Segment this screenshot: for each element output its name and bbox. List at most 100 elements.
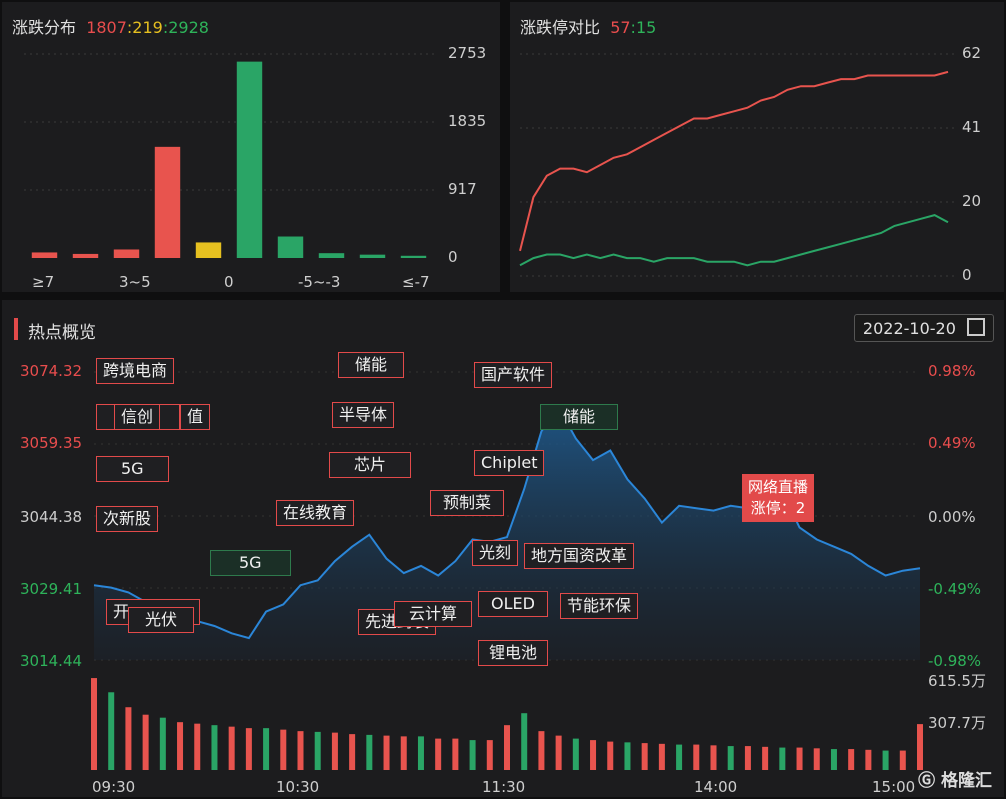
volume-bar <box>125 707 132 770</box>
y-right-tick: -0.98% <box>928 652 982 670</box>
hot-tag[interactable]: OLED <box>478 591 548 617</box>
y-tick: 0 <box>962 266 972 284</box>
limit-panel: 涨跌停对比 57:15 62 41 20 0 <box>510 2 1004 292</box>
volume-bar <box>194 723 201 770</box>
volume-bar <box>452 738 459 770</box>
hot-tag[interactable]: 次新股 <box>96 506 159 532</box>
series-line <box>519 214 949 267</box>
bar <box>277 236 304 258</box>
volume-bar <box>848 749 855 770</box>
flat-count: 219 <box>132 18 163 37</box>
volume-bar <box>538 731 545 770</box>
volume-bar <box>572 738 579 770</box>
bar <box>31 252 58 258</box>
volume-bar <box>504 725 510 770</box>
hot-tag[interactable]: 地方国资改革 <box>524 543 635 569</box>
volume-bar <box>590 740 597 770</box>
limit-title: 涨跌停对比 57:15 <box>520 18 657 37</box>
y-tick: 62 <box>962 44 982 62</box>
price-area <box>94 407 920 660</box>
volume-bar <box>710 745 717 770</box>
hot-tag[interactable]: 锂电池 <box>478 640 549 666</box>
volume-bar <box>676 744 683 770</box>
volume-bar <box>762 746 769 770</box>
bar <box>400 255 427 258</box>
x-tick: 14:00 <box>694 778 738 796</box>
x-tick: -5~-3 <box>298 273 341 291</box>
hot-tag[interactable]: 芯片 <box>329 452 412 478</box>
volume-tick: 615.5万 <box>928 672 986 690</box>
y-tick: 2753 <box>448 44 487 62</box>
volume-bar <box>383 735 390 770</box>
volume-bar <box>435 738 442 770</box>
volume-bar <box>280 729 287 770</box>
x-tick: ≥7 <box>32 273 55 291</box>
distribution-title: 涨跌分布 1807:219:2928 <box>12 18 209 37</box>
volume-bar <box>830 749 837 770</box>
y-tick: 41 <box>962 118 982 136</box>
x-tick: ≤-7 <box>402 273 430 291</box>
volume-bar <box>865 749 872 770</box>
hot-tag[interactable]: 在线教育 <box>276 500 355 526</box>
volume-bar <box>469 740 476 770</box>
logo-icon: Ⓖ <box>918 771 936 791</box>
hot-tag[interactable]: 国产软件 <box>474 362 553 388</box>
x-tick: 0 <box>224 273 234 291</box>
volume-bar <box>796 747 803 770</box>
volume-bar <box>159 717 166 770</box>
volume-bar <box>245 728 252 770</box>
hot-tag[interactable]: 储能 <box>540 404 619 430</box>
limit-line-chart <box>519 53 956 277</box>
hot-panel: 热点概览 2022-10-20 3074.32 3059.35 3044.38 … <box>2 300 1004 797</box>
hot-tag[interactable]: 5G <box>210 550 291 576</box>
hot-tag[interactable]: 半导体 <box>332 402 395 428</box>
volume-bar <box>228 726 235 770</box>
hot-tag[interactable]: 跨境电商 <box>96 358 175 384</box>
volume-bar <box>297 731 304 770</box>
x-tick: 10:30 <box>276 778 320 796</box>
x-tick: 15:00 <box>872 778 916 796</box>
hot-tag[interactable]: 储能 <box>338 352 405 378</box>
y-left-tick: 3029.41 <box>20 580 83 598</box>
volume-bar <box>211 725 218 770</box>
brand-logo: Ⓖ 格隆汇 <box>918 771 992 791</box>
hot-title: 热点概览 <box>28 323 96 343</box>
bar <box>236 61 263 258</box>
volume-bar <box>899 750 906 770</box>
limit-up-callout[interactable]: 网络直播 涨停：2 <box>742 474 815 522</box>
x-tick: 09:30 <box>92 778 136 796</box>
bar <box>113 249 140 258</box>
y-left-tick: 3059.35 <box>20 434 83 452</box>
y-left-tick: 3044.38 <box>20 508 83 526</box>
y-tick: 917 <box>448 180 477 198</box>
hot-tag[interactable]: 值 <box>180 404 211 430</box>
volume-bar <box>882 750 889 770</box>
hot-tag[interactable]: 光伏 <box>128 607 195 633</box>
y-right-tick: -0.49% <box>928 580 982 598</box>
y-tick: 20 <box>962 192 982 210</box>
bar <box>72 253 99 258</box>
hot-tag[interactable]: 预制菜 <box>430 490 505 516</box>
distribution-panel: 涨跌分布 1807:219:2928 2753 1835 917 0 ≥7 3~… <box>2 2 500 292</box>
calendar-icon[interactable] <box>967 318 985 336</box>
date-picker[interactable]: 2022-10-20 <box>853 314 994 342</box>
hot-tag[interactable]: 节能环保 <box>560 593 639 619</box>
y-right-tick: 0.98% <box>928 362 976 380</box>
bar <box>318 253 345 258</box>
volume-bar <box>366 734 373 770</box>
hot-tag[interactable]: 云计算 <box>394 601 473 627</box>
volume-bar <box>744 746 751 770</box>
volume-bar <box>813 748 820 770</box>
volume-bar <box>693 744 700 770</box>
bar <box>195 242 222 258</box>
volume-bar <box>263 728 270 770</box>
x-tick: 11:30 <box>482 778 526 796</box>
hot-tag[interactable]: 5G <box>96 456 169 482</box>
volume-bar <box>727 746 734 770</box>
y-right-tick: 0.49% <box>928 434 976 452</box>
y-right-tick: 0.00% <box>928 508 976 526</box>
hot-tag[interactable]: 光刻 <box>472 540 519 566</box>
hot-tag[interactable]: Chiplet <box>474 450 545 476</box>
bar <box>359 254 386 258</box>
hot-tag[interactable]: 信创 <box>114 404 161 430</box>
